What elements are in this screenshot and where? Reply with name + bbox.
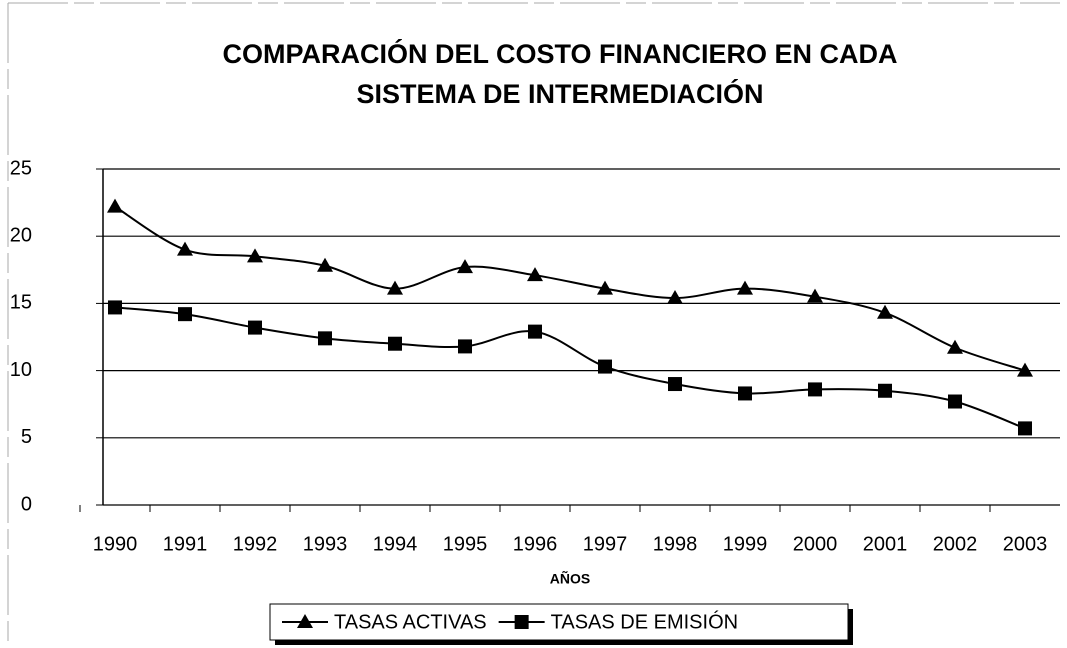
y-tick-label: 0 bbox=[21, 493, 32, 515]
marker bbox=[598, 359, 612, 374]
legend-label: TASAS DE EMISIÓN bbox=[551, 610, 738, 633]
marker bbox=[667, 290, 683, 305]
x-tick-label: 1999 bbox=[723, 533, 768, 555]
marker bbox=[177, 241, 193, 256]
marker bbox=[178, 307, 192, 322]
marker bbox=[514, 615, 529, 629]
marker bbox=[457, 259, 473, 274]
x-tick-label: 1994 bbox=[373, 533, 418, 555]
marker bbox=[528, 324, 542, 339]
marker bbox=[948, 394, 962, 409]
marker bbox=[808, 382, 822, 397]
x-tick-label: 1997 bbox=[583, 533, 628, 555]
x-axis-label: AÑOS bbox=[550, 570, 590, 587]
marker bbox=[597, 280, 613, 295]
marker bbox=[247, 248, 263, 263]
x-tick-label: 1991 bbox=[163, 533, 208, 555]
series-line bbox=[114, 306, 1026, 430]
chart-title: COMPARACIÓN DEL COSTO FINANCIERO EN CADA… bbox=[222, 39, 898, 109]
legend-label: TASAS ACTIVAS bbox=[334, 611, 487, 633]
marker bbox=[807, 288, 823, 303]
x-tick-label: 1990 bbox=[93, 533, 138, 555]
x-tick-label: 1996 bbox=[513, 533, 558, 555]
y-tick-label: 5 bbox=[21, 426, 32, 448]
y-tick-label: 25 bbox=[10, 157, 32, 179]
x-tick-label: 1995 bbox=[443, 533, 488, 555]
marker bbox=[297, 614, 313, 628]
marker bbox=[107, 198, 123, 213]
y-tick-label: 20 bbox=[10, 224, 32, 246]
y-tick-label: 15 bbox=[10, 292, 32, 314]
marker bbox=[108, 300, 122, 315]
x-tick-label: 2001 bbox=[863, 533, 908, 555]
marker bbox=[527, 267, 543, 282]
x-tick-label: 1993 bbox=[303, 533, 348, 555]
y-tick-label: 10 bbox=[10, 359, 32, 381]
marker bbox=[1017, 362, 1033, 377]
marker bbox=[388, 336, 402, 351]
x-tick-label: 1992 bbox=[233, 533, 278, 555]
marker bbox=[317, 257, 333, 272]
marker bbox=[248, 320, 262, 335]
legend bbox=[269, 603, 849, 641]
x-tick-label: 2000 bbox=[793, 533, 838, 555]
marker bbox=[668, 377, 682, 392]
marker bbox=[738, 386, 752, 401]
x-tick-label: 1998 bbox=[653, 533, 698, 555]
marker bbox=[877, 304, 893, 319]
marker bbox=[1018, 421, 1032, 436]
marker bbox=[387, 280, 403, 295]
marker bbox=[947, 339, 963, 354]
marker bbox=[318, 331, 332, 346]
x-tick-label: 2003 bbox=[1003, 533, 1048, 555]
marker bbox=[458, 339, 472, 354]
x-tick-label: 2002 bbox=[933, 533, 978, 555]
marker bbox=[737, 280, 753, 295]
marker bbox=[878, 383, 892, 398]
